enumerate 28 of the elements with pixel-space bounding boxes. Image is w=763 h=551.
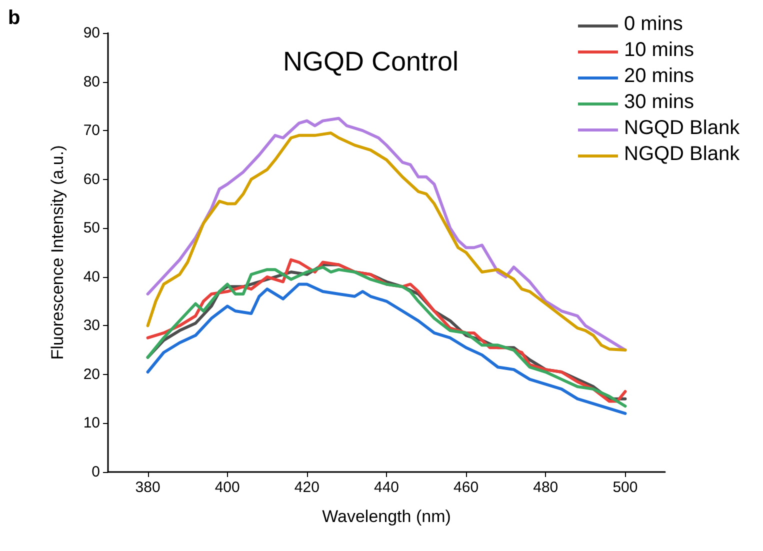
- x-tick-label: 400: [214, 479, 240, 496]
- legend-label: 20 mins: [624, 65, 694, 87]
- y-tick-label: 50: [83, 220, 100, 237]
- x-tick-label: 500: [612, 479, 638, 496]
- y-tick-label: 90: [83, 24, 100, 42]
- y-tick-label: 40: [83, 268, 100, 286]
- y-tick-label: 10: [83, 414, 100, 432]
- text: b: [8, 7, 20, 29]
- legend-label: 10 mins: [624, 39, 694, 61]
- y-tick-label: 0: [92, 464, 100, 480]
- y-tick-label: 70: [83, 122, 100, 140]
- text: NGQD Control: [283, 46, 459, 76]
- x-tick-label: 440: [374, 479, 400, 496]
- y-tick-label: 80: [83, 73, 100, 90]
- legend-label: NGQD Blank: [624, 143, 741, 165]
- x-axis-title: Wavelength (nm): [322, 507, 451, 526]
- x-tick-label: 480: [533, 479, 558, 496]
- legend-label: 0 mins: [624, 13, 683, 35]
- x-tick-label: 420: [294, 479, 320, 496]
- y-axis-title: Fluorescence Intensity (a.u.): [48, 145, 67, 360]
- line-series: [146, 282, 627, 415]
- y-tick-label: 30: [83, 317, 100, 334]
- y-tick-label: 60: [83, 170, 100, 188]
- x-tick-label: 460: [454, 479, 479, 496]
- y-tick-label: 20: [83, 366, 100, 383]
- legend-label: NGQD Blank: [624, 117, 741, 139]
- x-tick-label: 380: [135, 479, 160, 496]
- legend-label: 30 mins: [624, 91, 694, 113]
